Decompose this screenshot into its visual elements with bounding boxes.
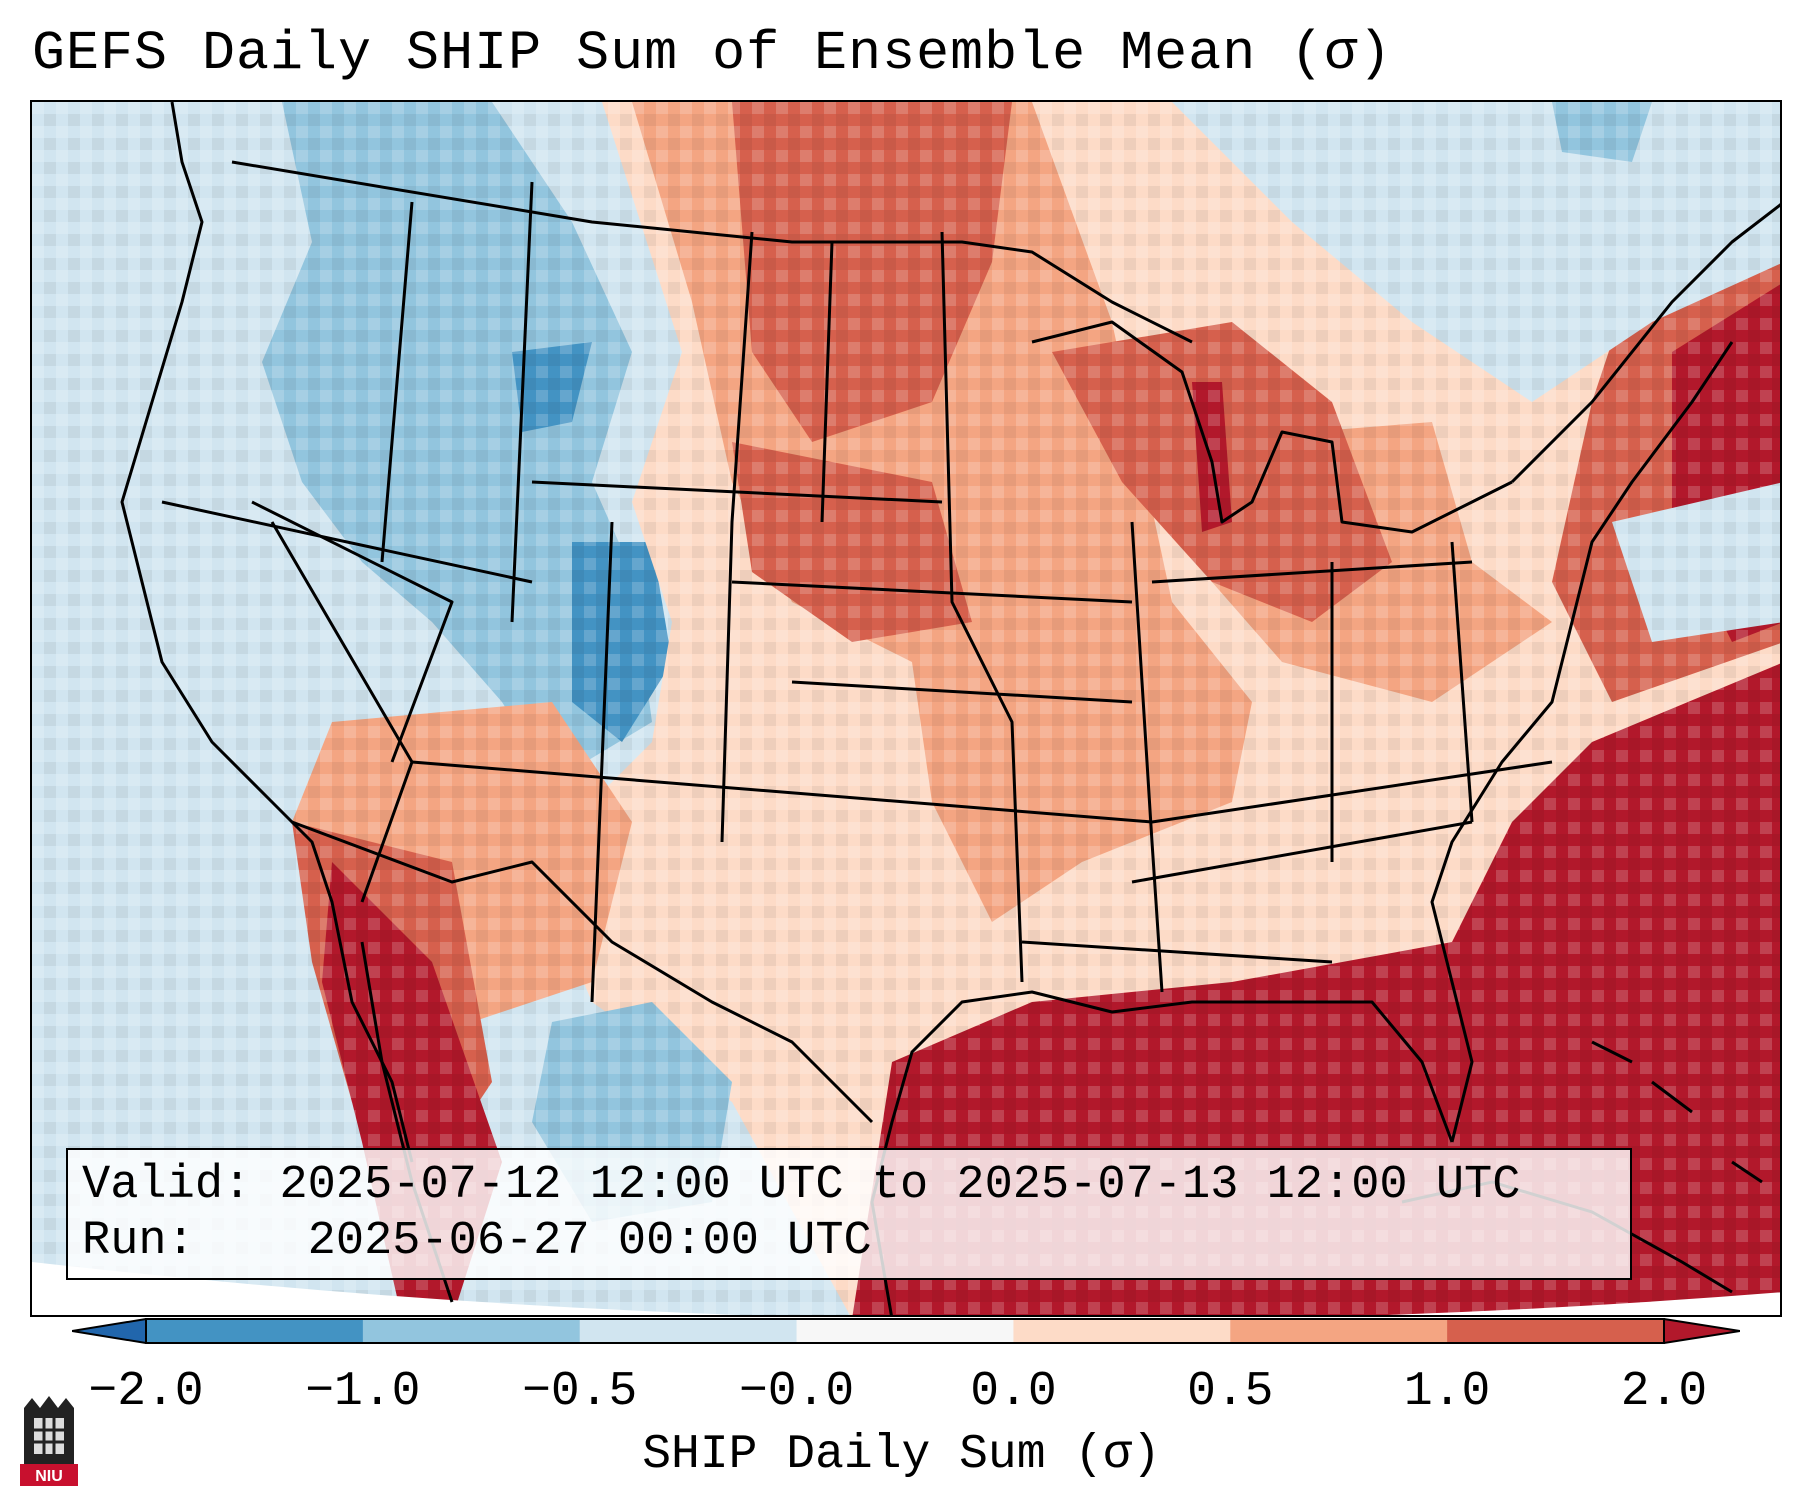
colorbar-tick-label: 0.0 <box>970 1365 1057 1419</box>
colorbar-outline <box>145 1318 1665 1344</box>
colorbar-segment <box>1013 1319 1231 1343</box>
colorbar-tick-label: −1.0 <box>305 1365 421 1419</box>
colorbar-segment <box>796 1319 1014 1343</box>
niu-logo-icon: NIU <box>20 1396 78 1486</box>
colorbar-segments <box>72 1318 1740 1344</box>
east-coastline <box>1430 341 1734 1143</box>
colorbar-segment <box>362 1319 581 1343</box>
map-canvas <box>32 102 1780 1315</box>
mexico-border <box>291 820 874 1124</box>
colorbar-tick-label: 0.5 <box>1187 1365 1274 1419</box>
valid-label: Valid: <box>82 1159 252 1212</box>
colorbar-segment <box>146 1319 364 1343</box>
run-value: 2025-06-27 00:00 UTC <box>307 1215 872 1268</box>
colorbar <box>72 1318 1740 1344</box>
valid-run-info-box: Valid: 2025-07-12 12:00 UTC to 2025-07-1… <box>66 1148 1632 1280</box>
colorbar-tick-label: 1.0 <box>1403 1365 1491 1419</box>
colorbar-tick-label: −0.5 <box>522 1365 638 1419</box>
projection-edge <box>32 1262 1780 1315</box>
colorbar-extend-min <box>72 1318 147 1344</box>
map-panel <box>30 100 1782 1317</box>
st-lawrence <box>1510 203 1780 484</box>
colorbar-tick-label: 2.0 <box>1620 1365 1708 1419</box>
colorbar-segment <box>1447 1319 1665 1343</box>
west-coastline <box>120 102 414 1163</box>
run-label: Run: <box>82 1215 195 1268</box>
colorbar-extend-max <box>1663 1318 1740 1344</box>
colorbar-tick-label: −2.0 <box>88 1365 204 1419</box>
canada-border <box>231 160 1193 344</box>
great-lakes-shore <box>1031 320 1513 534</box>
colorbar-label: SHIP Daily Sum (σ) <box>642 1428 1161 1482</box>
colorbar-segment <box>579 1319 798 1343</box>
logo-text: NIU <box>35 1468 63 1485</box>
map-title: GEFS Daily SHIP Sum of Ensemble Mean (σ) <box>32 22 1393 85</box>
colorbar-segment <box>1230 1319 1448 1343</box>
field-texture <box>32 102 1780 1315</box>
borders <box>120 102 1780 1315</box>
valid-value: 2025-07-12 12:00 UTC to 2025-07-13 12:00… <box>279 1159 1521 1212</box>
gulf-coastline <box>870 990 1454 1315</box>
colorbar-tick-label: −0.0 <box>738 1365 855 1419</box>
